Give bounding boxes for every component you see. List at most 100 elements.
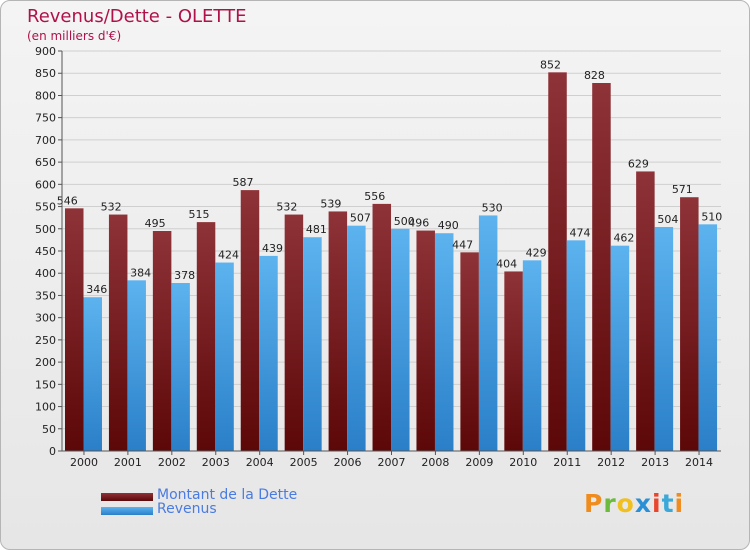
bar-revenus: [654, 227, 674, 451]
chart-title: Revenus/Dette - OLETTE: [27, 6, 247, 27]
bar-debt: [372, 203, 392, 451]
data-label-revenus: 346: [86, 283, 107, 296]
bar-debt: [196, 222, 216, 451]
x-tick-label: 2012: [597, 456, 625, 469]
bar-revenus: [215, 262, 234, 451]
legend-label-revenus: Revenus: [157, 501, 217, 517]
bar-revenus: [698, 224, 718, 451]
y-tick-label: 300: [35, 312, 56, 325]
bar-revenus: [522, 260, 542, 451]
logo-letter: t: [661, 489, 675, 518]
data-label-revenus: 424: [218, 249, 239, 262]
y-tick-label: 450: [35, 245, 56, 258]
x-tick-label: 2014: [685, 456, 713, 469]
bar-debt: [328, 211, 348, 451]
logo-letter: x: [634, 489, 652, 518]
data-label-revenus: 530: [482, 201, 503, 214]
y-tick-label: 200: [35, 356, 56, 369]
data-label-debt: 447: [452, 238, 473, 251]
bar-revenus: [566, 240, 586, 451]
data-label-revenus: 490: [438, 219, 459, 232]
y-tick-label: 850: [35, 67, 56, 80]
data-label-debt: 532: [101, 201, 122, 214]
data-label-debt: 404: [496, 257, 517, 270]
data-label-debt: 546: [57, 194, 78, 207]
y-tick-label: 0: [49, 445, 56, 458]
proxiti-logo: Proxiti: [584, 489, 684, 518]
data-label-debt: 556: [364, 190, 385, 203]
bar-debt: [152, 231, 172, 451]
x-tick-label: 2002: [158, 456, 186, 469]
data-label-revenus: 500: [394, 215, 415, 228]
data-label-debt: 532: [276, 201, 297, 214]
bar-revenus: [259, 255, 278, 451]
x-tick-label: 2004: [246, 456, 274, 469]
legend-label-debt: Montant de la Dette: [157, 487, 298, 503]
x-tick-label: 2007: [378, 456, 406, 469]
data-label-revenus: 510: [701, 210, 722, 223]
x-tick-label: 2001: [114, 456, 142, 469]
bar-debt: [592, 83, 611, 451]
bar-revenus: [303, 237, 322, 451]
bar-debt: [548, 72, 567, 451]
y-tick-label: 800: [35, 89, 56, 102]
y-tick-label: 100: [35, 401, 56, 414]
x-tick-label: 2009: [465, 456, 493, 469]
x-tick-label: 2006: [334, 456, 362, 469]
bar-debt: [416, 230, 435, 451]
x-tick-label: 2000: [70, 456, 98, 469]
bar-revenus: [391, 228, 410, 451]
y-tick-label: 50: [42, 423, 56, 436]
bar-revenus: [127, 280, 146, 451]
data-label-debt: 496: [408, 217, 429, 230]
logo-letter: o: [616, 489, 635, 518]
bar-debt: [240, 190, 260, 451]
data-label-revenus: 504: [657, 213, 678, 226]
data-label-debt: 587: [232, 176, 253, 189]
bar-debt: [504, 271, 523, 451]
y-tick-label: 250: [35, 334, 56, 347]
x-tick-label: 2008: [421, 456, 449, 469]
logo-letter: i: [674, 489, 685, 518]
data-label-debt: 515: [189, 208, 210, 221]
y-tick-label: 700: [35, 134, 56, 147]
bar-debt: [460, 252, 479, 451]
bar-debt: [680, 197, 699, 451]
bar-debt: [284, 214, 304, 451]
bar-revenus: [478, 215, 498, 451]
data-label-debt: 629: [628, 157, 649, 170]
data-label-debt: 571: [672, 183, 693, 196]
chart-subtitle: (en milliers d'€): [27, 29, 122, 43]
data-label-revenus: 384: [130, 266, 151, 279]
bar-revenus: [610, 245, 630, 451]
logo-letter: r: [603, 489, 617, 518]
bar-revenus: [434, 233, 454, 451]
logo-letter: i: [652, 489, 662, 518]
y-tick-label: 750: [35, 112, 56, 125]
data-label-revenus: 378: [174, 269, 195, 282]
y-tick-label: 400: [35, 267, 56, 280]
y-tick-label: 600: [35, 178, 56, 191]
y-tick-label: 500: [35, 223, 56, 236]
logo-letter: P: [584, 489, 604, 518]
y-tick-label: 150: [35, 378, 56, 391]
bar-revenus: [347, 225, 366, 451]
x-tick-label: 2013: [641, 456, 669, 469]
data-label-revenus: 474: [570, 226, 591, 239]
data-label-revenus: 429: [526, 246, 547, 259]
x-tick-label: 2010: [509, 456, 537, 469]
bar-debt: [108, 214, 128, 451]
bar-debt: [65, 208, 84, 451]
bar-revenus: [171, 283, 190, 451]
data-label-revenus: 439: [262, 242, 283, 255]
y-tick-label: 650: [35, 156, 56, 169]
y-tick-label: 350: [35, 289, 56, 302]
y-tick-label: 550: [35, 201, 56, 214]
data-label-revenus: 481: [306, 223, 327, 236]
legend-swatch-debt: [101, 493, 153, 501]
data-label-revenus: 507: [350, 212, 371, 225]
data-label-debt: 828: [584, 69, 605, 82]
x-tick-label: 2005: [290, 456, 318, 469]
